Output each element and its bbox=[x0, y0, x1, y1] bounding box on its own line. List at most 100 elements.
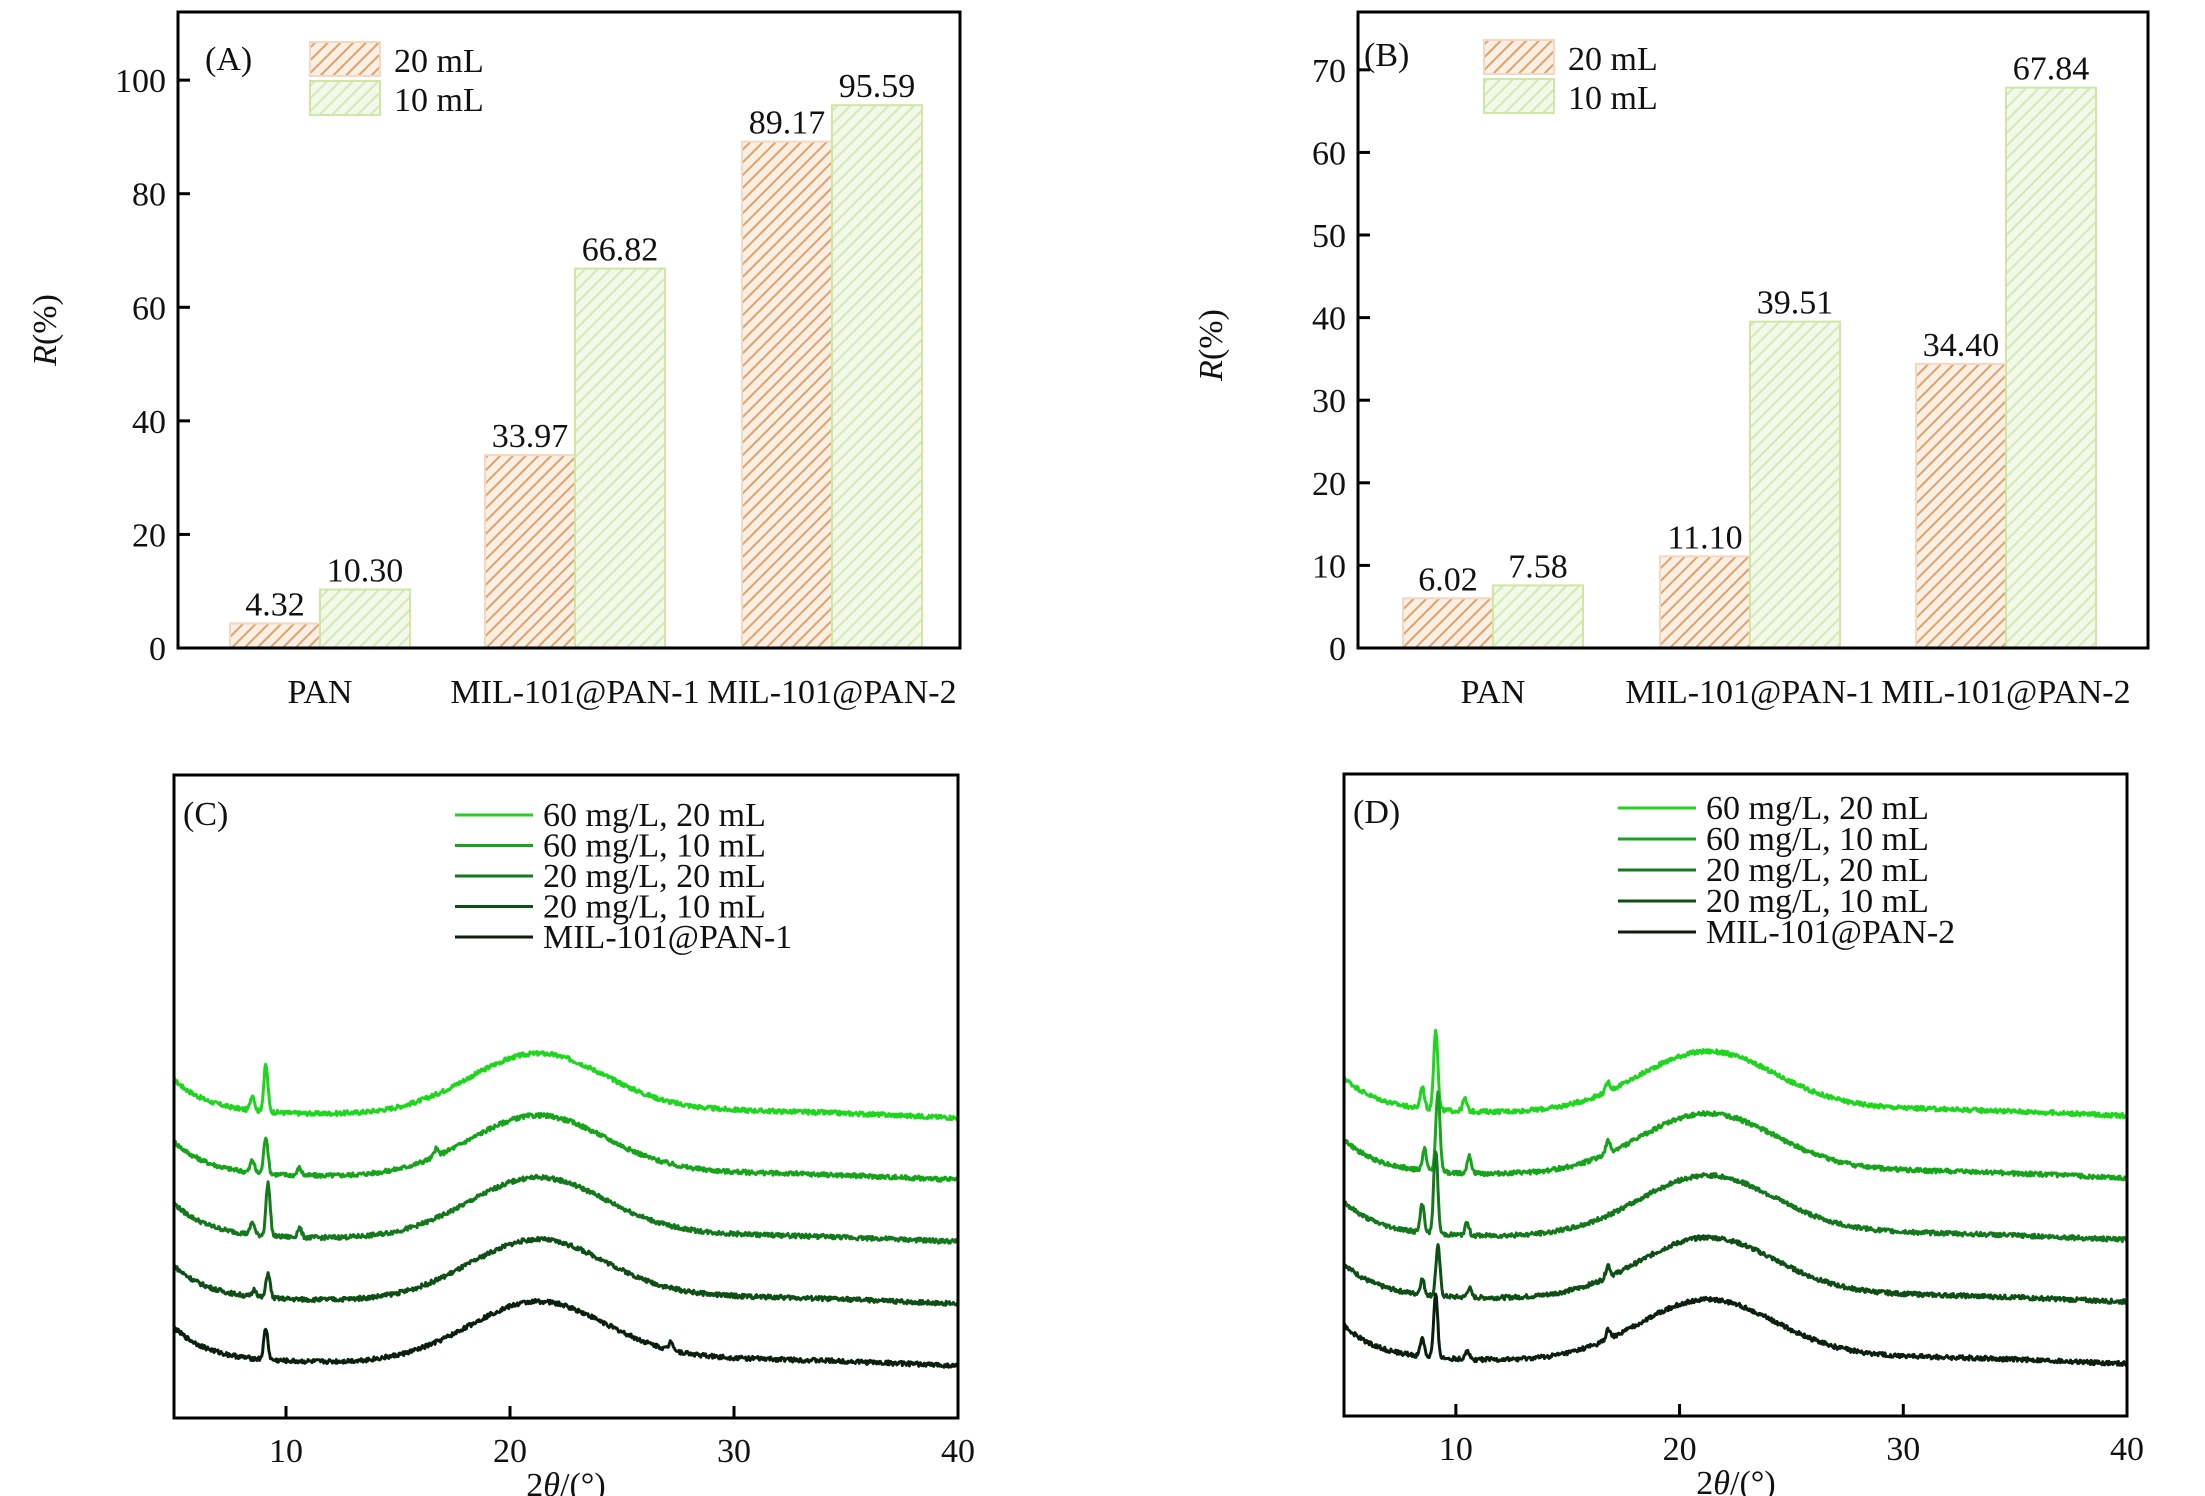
y-tick-label: 80 bbox=[132, 177, 166, 214]
legend-label-60-mg-l-10-ml: 60 mg/L, 10 mL bbox=[543, 828, 766, 865]
bar-value-label: 7.58 bbox=[1508, 548, 1568, 585]
legend-swatch-20-ml bbox=[1483, 39, 1555, 75]
xrd-line-60-mg-l-20-ml bbox=[173, 1049, 960, 1122]
y-tick-label: 60 bbox=[132, 290, 166, 327]
x-axis-label-unit: /(°) bbox=[1730, 1465, 1776, 1496]
legend-label-60-mg-l-10-ml: 60 mg/L, 10 mL bbox=[1706, 821, 1929, 858]
legend-label-20-mg-l-20-ml: 20 mg/L, 20 mL bbox=[1706, 852, 1929, 889]
legend-label-mil-101-pan-2: MIL-101@PAN-2 bbox=[1706, 914, 1955, 951]
y-tick-label: 50 bbox=[1312, 218, 1346, 255]
y-axis-label-text: R(%) bbox=[1193, 309, 1230, 382]
panel-b-bars bbox=[1402, 86, 2097, 650]
x-tick-label: MIL-101@PAN-1 bbox=[1625, 674, 1874, 711]
bar-value-label: 33.97 bbox=[492, 418, 569, 455]
panel-b-bar-labels: 6.02 11.10 34.40 7.58 39.51 67.84 bbox=[1418, 51, 2089, 599]
bar-20-ml-mil-101-pan-2 bbox=[741, 140, 833, 649]
xrd-line-mil-101-pan-2 bbox=[1343, 1292, 2129, 1368]
x-tick-label: 40 bbox=[941, 1433, 975, 1470]
x-tick-label: 20 bbox=[1663, 1431, 1697, 1468]
panel-d-x-ticks: 10 20 30 40 bbox=[1439, 1404, 2144, 1468]
x-tick-label: MIL-101@PAN-1 bbox=[450, 674, 699, 711]
x-tick-label: MIL-101@PAN-2 bbox=[707, 674, 956, 711]
x-tick-label: PAN bbox=[1461, 674, 1526, 711]
bar-10-ml-mil-101-pan-1 bbox=[1749, 320, 1841, 649]
x-tick-label: 10 bbox=[269, 1433, 303, 1470]
legend-label-20-mg-l-20-ml: 20 mg/L, 20 mL bbox=[543, 858, 766, 895]
panel-c-label: (C) bbox=[183, 796, 228, 833]
bar-10-ml-pan bbox=[1492, 584, 1584, 650]
y-tick-label: 30 bbox=[1312, 383, 1346, 420]
x-tick-label: 40 bbox=[2110, 1431, 2144, 1468]
x-axis-label-variable: θ bbox=[1713, 1465, 1730, 1496]
bar-20-ml-pan bbox=[1402, 597, 1494, 650]
panel-a-x-tick-labels: PAN MIL-101@PAN-1 MIL-101@PAN-2 bbox=[288, 674, 957, 711]
legend-swatch-10-ml bbox=[1483, 78, 1555, 114]
x-axis-label-prefix: 2 bbox=[1696, 1465, 1713, 1496]
panel-c-x-ticks: 10 20 30 40 bbox=[269, 1406, 975, 1470]
legend-label-mil-101-pan-1: MIL-101@PAN-1 bbox=[543, 919, 792, 956]
bar-value-label: 11.10 bbox=[1667, 519, 1742, 556]
y-axis-label-variable: R bbox=[1193, 360, 1230, 382]
x-axis-label-unit: /(°) bbox=[560, 1467, 606, 1496]
x-tick-label: PAN bbox=[288, 674, 353, 711]
y-tick-label: 20 bbox=[1312, 466, 1346, 503]
panel-d-x-axis-label: 2θ/(°) bbox=[1696, 1465, 1775, 1496]
bar-20-ml-pan bbox=[229, 622, 321, 649]
xrd-line-60-mg-l-10-ml bbox=[1343, 1090, 2129, 1182]
y-axis-label-text: R(%) bbox=[27, 294, 64, 367]
bar-value-label: 10.30 bbox=[327, 553, 404, 590]
bar-10-ml-mil-101-pan-2 bbox=[2005, 86, 2097, 649]
bar-value-label: 95.59 bbox=[839, 68, 916, 105]
bar-value-label: 66.82 bbox=[582, 232, 659, 269]
panel-c-lines bbox=[172, 1049, 960, 1369]
y-tick-label: 60 bbox=[1312, 135, 1346, 172]
x-axis-label-variable: θ bbox=[543, 1467, 560, 1496]
bar-20-ml-mil-101-pan-1 bbox=[1659, 555, 1751, 650]
bar-value-label: 34.40 bbox=[1923, 327, 2000, 364]
xrd-line-20-mg-l-10-ml bbox=[173, 1235, 960, 1307]
legend-label-60-mg-l-20-ml: 60 mg/L, 20 mL bbox=[1706, 790, 1929, 827]
panel-a-y-ticks: 0 20 40 60 80 100 bbox=[115, 63, 190, 668]
legend-label-10-ml: 10 mL bbox=[394, 82, 484, 119]
panel-b-label: (B) bbox=[1364, 37, 1409, 74]
bar-value-label: 6.02 bbox=[1418, 561, 1478, 598]
panel-a-bar-labels: 4.32 33.97 89.17 10.30 66.82 95.59 bbox=[245, 68, 915, 623]
y-tick-label: 20 bbox=[132, 517, 166, 554]
legend-label-20-mg-l-10-ml: 20 mg/L, 10 mL bbox=[543, 889, 766, 926]
xrd-line-20-mg-l-10-ml bbox=[1342, 1234, 2128, 1305]
legend-swatch-20-ml bbox=[309, 41, 381, 77]
panel-d-plot-frame bbox=[1342, 772, 2129, 1418]
bar-value-label: 39.51 bbox=[1757, 285, 1834, 322]
x-axis-label-text: 2θ/(°) bbox=[526, 1467, 605, 1496]
panel-b-bar-chart: 6.02 11.10 34.40 7.58 39.51 67.84 0 10 20 30 40 50… bbox=[1193, 10, 2150, 711]
legend-label-20-ml: 20 mL bbox=[1568, 41, 1658, 78]
legend-swatch-10-ml bbox=[309, 80, 381, 116]
xrd-line-60-mg-l-20-ml bbox=[1342, 1028, 2128, 1120]
bar-10-ml-mil-101-pan-1 bbox=[574, 267, 666, 649]
x-tick-label: 30 bbox=[717, 1433, 751, 1470]
y-axis-label-unit: (%) bbox=[1193, 309, 1230, 360]
y-tick-label: 40 bbox=[132, 404, 166, 441]
panel-c-plot-frame bbox=[172, 773, 960, 1420]
x-axis-label-prefix: 2 bbox=[526, 1467, 543, 1496]
bar-value-label: 89.17 bbox=[749, 105, 826, 142]
bar-value-label: 67.84 bbox=[2013, 51, 2090, 88]
y-axis-label-variable: R bbox=[27, 345, 64, 367]
panel-a-bars bbox=[229, 104, 923, 650]
bar-value-label: 4.32 bbox=[245, 586, 305, 623]
xrd-line-mil-101-pan-1 bbox=[172, 1298, 959, 1369]
x-tick-label: 10 bbox=[1439, 1431, 1473, 1468]
panel-a-bar-chart: 4.32 33.97 89.17 10.30 66.82 95.59 0 20 40 60 80 1… bbox=[27, 10, 962, 711]
bar-10-ml-pan bbox=[319, 588, 411, 650]
y-tick-label: 0 bbox=[149, 631, 166, 668]
panel-a-label: (A) bbox=[205, 41, 252, 78]
y-tick-label: 10 bbox=[1312, 548, 1346, 585]
y-axis-label-unit: (%) bbox=[27, 294, 64, 345]
legend-label-60-mg-l-20-ml: 60 mg/L, 20 mL bbox=[543, 797, 766, 834]
